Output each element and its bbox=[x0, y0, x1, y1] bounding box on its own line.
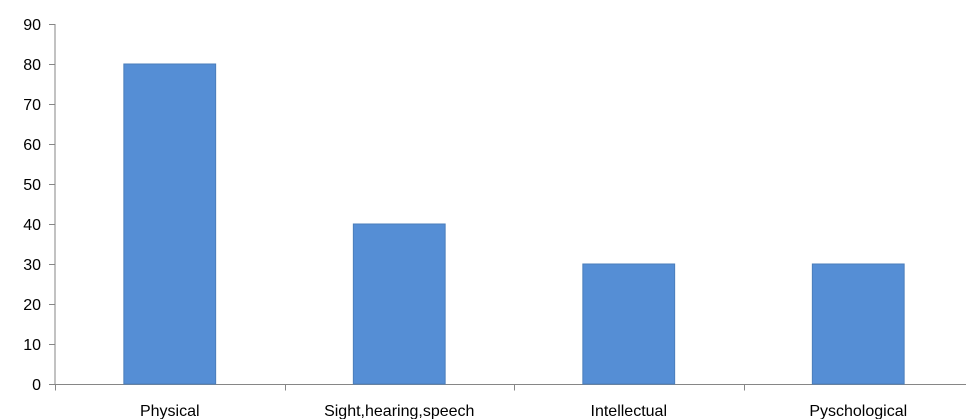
y-tick-label: 30 bbox=[23, 257, 41, 274]
category-labels: Physical Sight,hearing,speech Intellectual… bbox=[140, 403, 907, 419]
bar-physical bbox=[123, 63, 217, 385]
y-tick-label: 20 bbox=[23, 297, 41, 314]
y-tick-label: 50 bbox=[23, 177, 41, 194]
x-category-label: Pyschological bbox=[809, 403, 907, 419]
y-tick-label: 80 bbox=[23, 57, 41, 74]
x-category-label: Intellectual bbox=[591, 403, 668, 419]
y-tick-label: 90 bbox=[23, 17, 41, 34]
y-tick-label: 10 bbox=[23, 337, 41, 354]
x-category-label: Physical bbox=[140, 403, 200, 419]
x-category-label: Sight,hearing,speech bbox=[324, 403, 474, 419]
bar-intellectual bbox=[582, 263, 676, 385]
bar-sight-hearing-speech bbox=[352, 223, 446, 385]
y-axis: 0 10 20 30 40 50 60 70 80 90 bbox=[23, 17, 56, 394]
y-tick-label: 60 bbox=[23, 137, 41, 154]
x-axis bbox=[55, 384, 966, 391]
bars bbox=[123, 63, 905, 385]
y-tick-label: 40 bbox=[23, 217, 41, 234]
bar-pyschological bbox=[811, 263, 905, 385]
y-tick-label: 0 bbox=[32, 377, 41, 394]
y-tick-label: 70 bbox=[23, 97, 41, 114]
